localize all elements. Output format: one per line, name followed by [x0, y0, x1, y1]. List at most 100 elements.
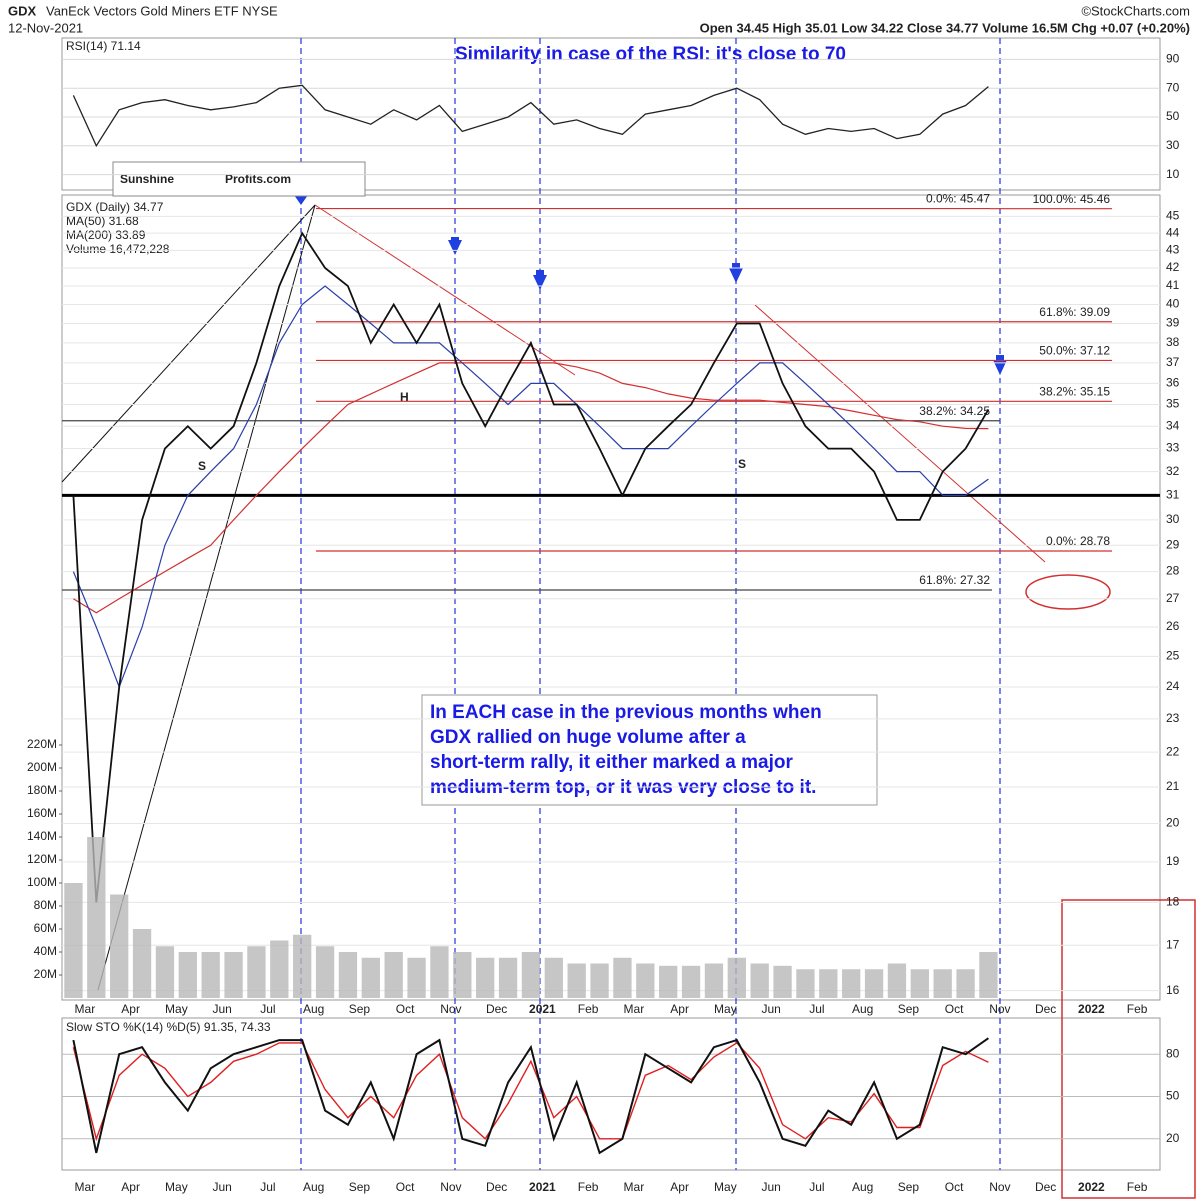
volume-bar — [155, 946, 175, 998]
symbol: GDX — [8, 3, 37, 18]
source: ©StockCharts.com — [1081, 3, 1190, 18]
y-tick-label: 41 — [1166, 278, 1180, 292]
x-tick-label: Apr — [670, 1002, 689, 1016]
x-tick-label: Aug — [852, 1002, 873, 1016]
x-tick-label: Jun — [212, 1002, 231, 1016]
y-tick-label: 220M — [27, 737, 57, 751]
volume-bar — [361, 957, 380, 998]
series-line — [72, 1041, 989, 1142]
x-tick-label: Feb — [578, 1002, 599, 1016]
x-tick-label: Jun — [761, 1002, 780, 1016]
volume-bar — [64, 883, 83, 998]
annotation: Similarity in case of the RSI: it's clos… — [455, 44, 846, 65]
volume-bar — [453, 952, 472, 998]
x-tick-label: Nov — [440, 1002, 461, 1016]
volume-bar — [636, 963, 655, 998]
volume-bar — [132, 929, 152, 998]
y-tick-label: 42 — [1166, 260, 1180, 274]
x-tick-label: Nov — [989, 1002, 1010, 1016]
series-line — [72, 1037, 989, 1155]
series-line — [72, 231, 990, 903]
series-line — [72, 285, 989, 689]
x-tick-label: May — [165, 1002, 188, 1016]
x-tick-label: May — [714, 1180, 737, 1194]
volume-bar — [544, 957, 563, 998]
annotation: GDX rallied on huge volume after a — [430, 727, 746, 748]
x-tick-label: Apr — [670, 1180, 689, 1194]
y-tick-label: 26 — [1166, 619, 1180, 633]
annotation: In EACH case in the previous months when — [430, 702, 822, 723]
volume-bar — [910, 969, 929, 998]
volume-bar — [293, 934, 312, 998]
y-tick-label: 10 — [1166, 167, 1180, 181]
y-tick-label: 120M — [27, 852, 57, 866]
level-label: 61.8%: 27.32 — [919, 573, 990, 587]
volume-bar — [87, 837, 106, 998]
arrow — [533, 270, 547, 290]
level-label: 61.8%: 39.09 — [1039, 305, 1110, 319]
x-tick-label: Aug — [852, 1180, 873, 1194]
volume-bar — [315, 946, 335, 998]
highlight-box — [1061, 899, 1196, 1199]
volume-bar — [110, 894, 129, 998]
x-tick-label: 2022 — [1078, 1002, 1105, 1016]
watermark: Profits.com — [225, 172, 291, 186]
level-label: 0.0%: 28.78 — [1046, 534, 1110, 548]
y-tick-label: 37 — [1166, 355, 1180, 369]
pattern-label: S — [198, 459, 206, 473]
level-label: 50.0%: 37.12 — [1039, 344, 1110, 358]
name: VanEck Vectors Gold Miners ETF NYSE — [46, 3, 278, 18]
date: 12-Nov-2021 — [8, 20, 83, 35]
x-tick-label: Jul — [809, 1180, 824, 1194]
stoch-pane — [61, 1017, 1161, 1171]
volume-bar — [178, 952, 197, 998]
x-tick-label: Dec — [486, 1002, 507, 1016]
x-tick-label: Feb — [1127, 1002, 1148, 1016]
x-tick-label: Mar — [75, 1002, 96, 1016]
y-tick-label: 90 — [1166, 52, 1180, 66]
x-tick-label: Feb — [578, 1180, 599, 1194]
level-label: 38.2%: 34.25 — [919, 404, 990, 418]
y-tick-label: 180M — [27, 783, 57, 797]
legend: Slow STO %K(14) %D(5) 91.35, 74.33 — [66, 1020, 271, 1034]
volume-bar — [201, 952, 220, 998]
volume-bar — [819, 969, 838, 998]
x-tick-label: Mar — [75, 1180, 96, 1194]
x-tick-label: Apr — [121, 1180, 140, 1194]
x-tick-label: Dec — [486, 1180, 507, 1194]
arrow — [448, 237, 462, 255]
volume-bar — [247, 946, 266, 998]
volume-bar — [681, 965, 701, 998]
y-tick-label: 35 — [1166, 397, 1180, 411]
target-ellipse — [1025, 574, 1111, 610]
x-tick-label: Dec — [1035, 1180, 1056, 1194]
volume-bar — [796, 969, 815, 998]
y-tick-label: 43 — [1166, 243, 1180, 257]
y-tick-label: 16 — [1166, 983, 1180, 997]
annotation-lines: In EACH case in the previous months when… — [430, 702, 822, 798]
volume-bar — [270, 940, 289, 998]
volume-bar — [338, 952, 358, 998]
volume-bar — [956, 969, 975, 998]
volume-bar — [887, 963, 907, 998]
y-tick-label: 160M — [27, 806, 57, 820]
y-tick-label: 80 — [1166, 1046, 1180, 1060]
x-tick-label: Mar — [624, 1002, 645, 1016]
x-tick-label: Nov — [440, 1180, 461, 1194]
level-label: 100.0%: 45.46 — [1033, 192, 1111, 206]
volume-bar — [224, 952, 243, 998]
legend: GDX (Daily) 34.77 — [66, 200, 164, 214]
x-tick-label: Sep — [898, 1180, 920, 1194]
volume-bar — [727, 957, 746, 998]
trend-line — [754, 304, 1046, 563]
watermark-box — [112, 161, 366, 197]
volume-bar — [567, 963, 586, 998]
volume-bar — [979, 952, 998, 998]
volume-bar — [407, 957, 426, 998]
y-tick-label: 22 — [1166, 744, 1180, 758]
y-tick-label: 21 — [1166, 779, 1180, 793]
y-tick-label: 70 — [1166, 80, 1180, 94]
pattern-label: H — [400, 390, 409, 404]
series-line — [73, 362, 989, 614]
